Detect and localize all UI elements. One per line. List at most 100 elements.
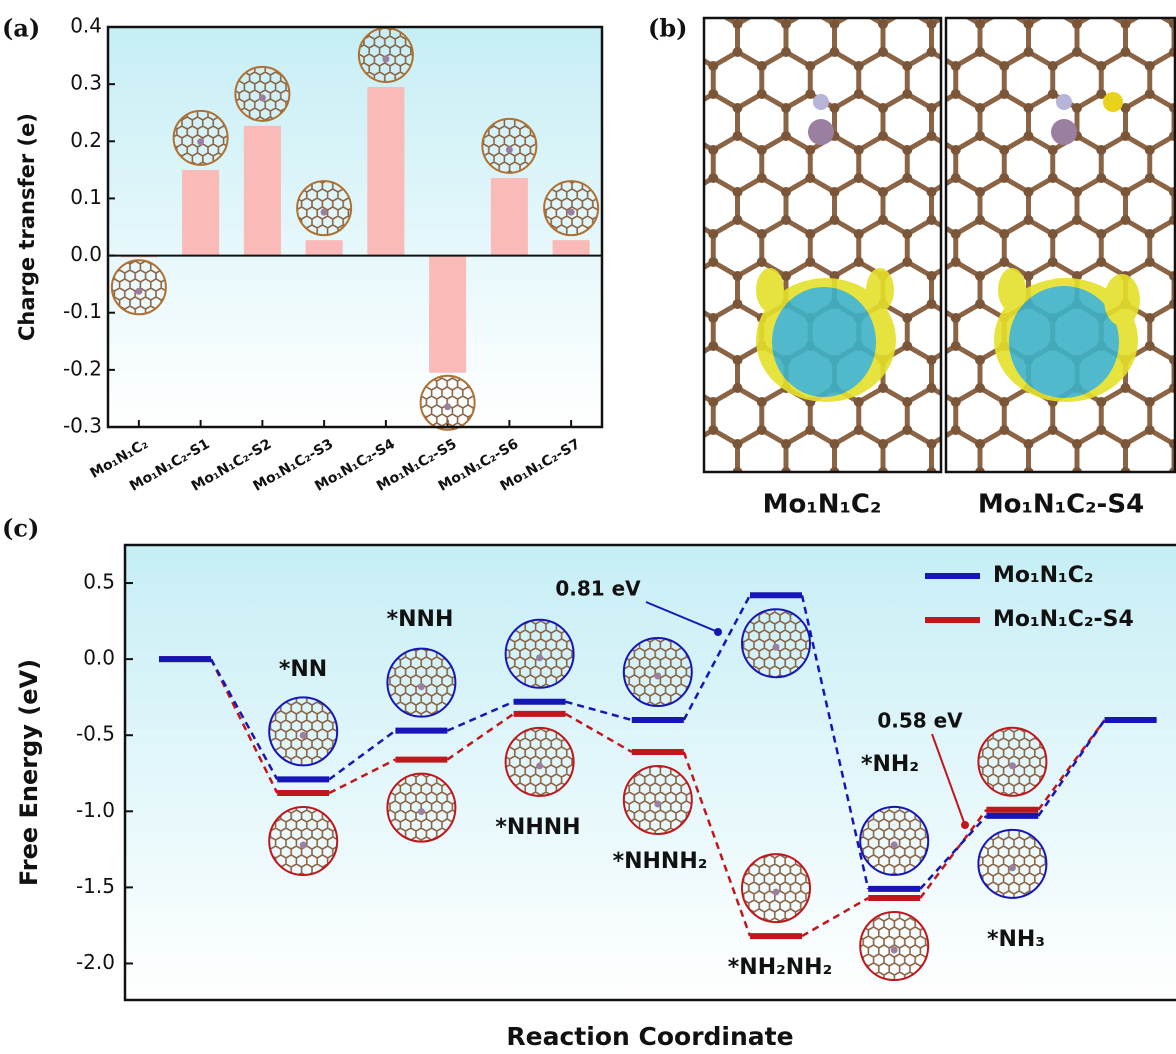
structure-inset [504,726,575,797]
y-axis-title: Free Energy (eV) [15,659,43,886]
state-label: *NN [279,657,327,682]
connector [801,896,869,938]
panel-label: (c) [2,514,39,543]
structure-inset [504,618,575,689]
structure-inset [977,726,1048,797]
y-tick-label: 0.2 [70,128,102,152]
metal-atom [299,841,307,849]
structure-inset [741,608,811,679]
bar [552,240,590,256]
metal-atom [258,94,266,102]
y-tick-label: 0.0 [70,242,102,266]
arrow-head [961,821,969,829]
metal-atom [197,138,205,146]
y-axis-title: Charge transfer (e) [15,113,39,341]
y-tick-label: 0.1 [70,185,102,209]
connector [328,758,396,795]
metal-atom [536,654,544,662]
metal-atom [1008,762,1016,770]
y-tick-label: 0.3 [70,71,102,95]
metal-atom [654,672,662,680]
metal-atom [505,146,513,154]
structure-inset [859,911,930,982]
structure-inset [622,764,693,835]
metal-atom [320,208,328,216]
connector [328,729,397,781]
annotation: 0.81 eV [555,577,641,601]
structure-frame [944,16,1176,474]
bar [429,255,467,373]
connector [1037,719,1106,817]
bar [367,87,405,256]
state-label: *NHNH₂ [613,849,708,874]
metal-atom [417,808,425,816]
structure-inset [172,109,229,166]
structure-inset [296,180,353,237]
y-tick-label: -1.5 [76,874,115,898]
y-tick-label: 0.5 [83,570,115,594]
state-label: *NNH [387,607,454,632]
connector [682,751,752,937]
arrow-head [714,628,722,636]
panel-label: (b) [648,14,688,43]
structure-inset [543,180,600,237]
metal-atom [382,55,390,63]
structure-inset [234,65,291,122]
y-tick-label: -1.0 [76,798,115,822]
y-tick-label: -2.0 [76,950,115,974]
metal-atom [772,643,780,651]
metal-atom [299,731,307,739]
y-tick-label: 0.4 [70,14,102,38]
structure-frame [702,16,943,474]
structure-inset [386,772,457,843]
metal-atom [567,208,575,216]
structure-inset [386,647,457,718]
annotation-arrow [645,601,719,633]
metal-atom [536,762,544,770]
state-label: *NH₃ [987,927,1045,952]
structure-caption: Mo₁N₁C₂ [763,490,882,520]
metal-atom [890,841,898,849]
metal-atom [444,403,452,411]
connector [446,700,515,732]
state-label: *NH₂NH₂ [728,955,832,980]
bar [305,240,343,256]
state-label: *NH₂ [861,752,919,777]
state-label: *NHNH [495,815,580,840]
structure-caption: Mo₁N₁C₂-S4 [978,490,1144,520]
y-tick-label: -0.2 [63,356,102,380]
metal-atom [890,946,898,954]
y-tick-label: 0.0 [83,646,115,670]
panel-b [702,16,1176,474]
connector [446,712,515,761]
structure-inset [357,27,414,83]
panel-label: (a) [2,14,40,43]
bar [490,177,528,256]
y-tick-label: -0.1 [63,299,102,323]
bar [182,169,220,256]
metal-atom [772,888,780,896]
annotation-arrow [931,733,966,826]
structure-inset [481,117,538,174]
connector [209,658,279,780]
connector [800,594,870,890]
connector [1037,719,1106,811]
charge-density [756,268,1140,402]
structure-inset [859,805,930,876]
structure-inset [268,696,339,767]
bar [243,125,281,256]
connector [564,712,633,754]
structure-inset [419,374,476,431]
metal-atom [135,287,143,295]
connector [919,815,988,890]
legend-label: Mo₁N₁C₂ [993,563,1093,588]
connector [919,809,988,899]
plot-frame [123,543,1176,1002]
x-axis-title: Reaction Coordinate [506,1022,793,1051]
structure-inset [741,853,811,924]
annotation: 0.58 eV [877,709,963,733]
metal-atom [417,683,425,691]
structure-inset [268,806,339,877]
legend-label: Mo₁N₁C₂-S4 [993,607,1134,632]
